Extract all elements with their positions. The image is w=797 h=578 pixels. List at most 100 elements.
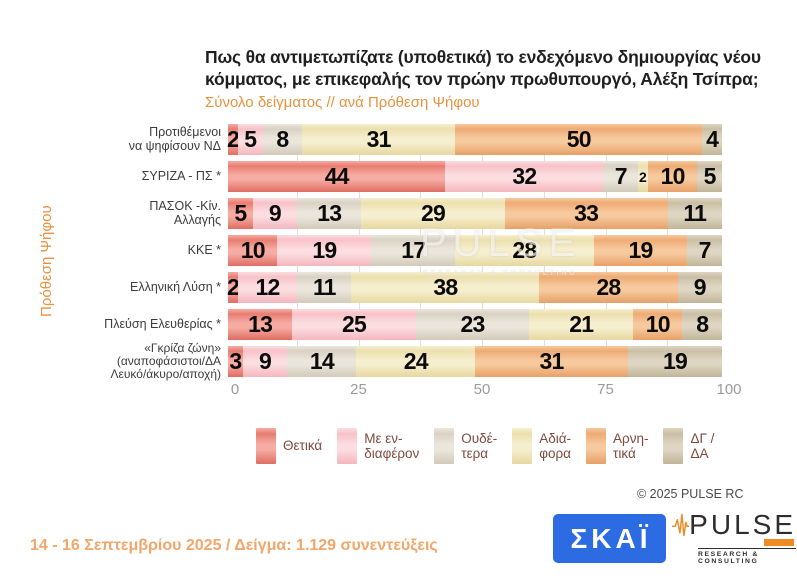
segment-value: 21 <box>569 311 594 337</box>
segment-value: 2 <box>639 168 647 185</box>
segment-value: 23 <box>460 311 486 337</box>
bar-segment-Αδιάφορα: 29 <box>361 198 505 229</box>
row-label: ΠΑΣΟΚ -Κίν. Αλλαγής <box>149 199 221 227</box>
legend-swatch <box>434 428 455 464</box>
pulse-logo-tagline: RESEARCH & CONSULTING <box>698 548 796 565</box>
pulse-logo: PULSE RESEARCH & CONSULTING <box>672 505 796 571</box>
segment-value: 28 <box>512 237 537 263</box>
bar-segment-ΔΓ / ΔΑ: 4 <box>702 124 722 155</box>
legend-label: ΔΓ / ΔΑ <box>690 430 715 461</box>
legend-item: Με εν- διαφέρον <box>337 428 419 464</box>
bar-segment-Με ενδιαφέρον: 32 <box>445 161 604 192</box>
bar-segment-ΔΓ / ΔΑ: 19 <box>628 346 722 377</box>
bar-segment-Θετικά: 13 <box>228 309 293 340</box>
row-label: «Γκρίζα ζώνη» (αναποφάσιστοι/ΔΑ Λευκό/άκ… <box>110 341 222 381</box>
bar-segment-Με ενδιαφέρον: 9 <box>252 198 298 229</box>
segment-value: 5 <box>703 163 717 189</box>
segment-value: 8 <box>276 126 289 152</box>
bar-segment-Αδιάφορα: 28 <box>455 235 594 266</box>
bar-track: 10 19 17 28 19 7 <box>228 235 722 266</box>
pulse-logo-text: PULSE <box>689 509 796 540</box>
segment-value: 33 <box>574 200 599 226</box>
bar-segment-Αρνητικά: 19 <box>593 235 688 266</box>
x-tick-label: 75 <box>597 381 614 398</box>
legend-label: Αδιά- φορα <box>539 430 572 461</box>
segment-value: 29 <box>420 200 446 226</box>
bar-segment-Αδιάφορα: 21 <box>529 309 634 340</box>
bar-segment-Ουδέτερα: 17 <box>371 235 456 266</box>
segment-value: 10 <box>645 311 671 337</box>
bar-segment-Αδιάφορα: 2 <box>638 161 648 192</box>
segment-value: 17 <box>401 237 426 263</box>
bar-track: 44 32 7 2 10 5 <box>228 161 722 192</box>
segment-value: 19 <box>628 237 653 263</box>
legend-label: Θετικά <box>283 438 323 454</box>
segment-value: 4 <box>706 126 719 152</box>
segment-value: 2 <box>226 274 240 300</box>
legend-item: Ουδέ- τερα <box>434 428 497 464</box>
bar-segment-Θετικά: 2 <box>226 124 240 155</box>
segment-value: 19 <box>312 237 337 263</box>
legend-swatch <box>586 428 607 464</box>
segment-value: 32 <box>512 163 537 189</box>
segment-value: 5 <box>234 200 247 226</box>
segment-value: 31 <box>366 126 392 152</box>
bar-segment-Αδιάφορα: 38 <box>351 272 540 303</box>
x-axis: 0 25 50 75 100 <box>231 381 742 403</box>
chart-subtitle: Σύνολο δείγματος // ανά Πρόθεση Ψήφου <box>205 94 480 111</box>
legend-swatch <box>337 428 358 464</box>
segment-value: 7 <box>614 163 628 189</box>
bar-segment-Αρνητικά: 28 <box>539 272 678 303</box>
segment-value: 9 <box>268 200 282 226</box>
bar-track: 5 9 13 29 33 11 <box>228 198 722 229</box>
bar-segment-ΔΓ / ΔΑ: 9 <box>677 272 722 303</box>
segment-value: 8 <box>696 311 709 337</box>
bar-segment-Αρνητικά: 10 <box>647 161 698 192</box>
bar-segment-Αρνητικά: 50 <box>455 124 703 155</box>
bar-segment-Θετικά: 2 <box>226 272 240 303</box>
bar-segment-Αδιάφορα: 24 <box>356 346 475 377</box>
segment-value: 10 <box>240 237 266 263</box>
bar-row: Πλεύση Ελευθερίας * 13 25 23 21 10 8 <box>0 309 729 340</box>
legend-label: Ουδέ- τερα <box>461 430 498 461</box>
bar-segment-ΔΓ / ΔΑ: 8 <box>682 309 722 340</box>
pulse-logo-badge <box>764 539 794 546</box>
bar-row: ΣΥΡΙΖΑ - ΠΣ * 44 32 7 2 10 5 <box>0 161 729 192</box>
bar-row: «Γκρίζα ζώνη» (αναποφάσιστοι/ΔΑ Λευκό/άκ… <box>0 342 729 380</box>
bar-segment-ΔΓ / ΔΑ: 7 <box>687 235 722 266</box>
segment-value: 9 <box>259 348 272 374</box>
bar-segment-Με ενδιαφέρον: 5 <box>237 124 263 155</box>
segment-value: 24 <box>403 348 429 374</box>
bar-track: 2 12 11 38 28 9 <box>226 272 722 303</box>
row-label: ΣΥΡΙΖΑ - ΠΣ * <box>141 168 221 183</box>
bar-row: ΚΚΕ * 10 19 17 28 19 7 <box>0 235 729 266</box>
segment-value: 13 <box>248 311 273 337</box>
bar-segment-Ουδέτερα: 23 <box>415 309 530 340</box>
segment-value: 3 <box>229 348 242 374</box>
bar-segment-Ουδέτερα: 14 <box>287 346 357 377</box>
skai-logo: ΣΚΑΪ <box>553 514 666 563</box>
bar-track: 2 5 8 31 50 4 <box>226 124 722 155</box>
bar-segment-Θετικά: 3 <box>228 346 243 377</box>
stacked-bar-chart: Πρόθεση Ψήφου Προτιθέμενοι να ψηφίσουν Ν… <box>0 121 797 421</box>
bar-segment-ΔΓ / ΔΑ: 5 <box>697 161 722 192</box>
segment-value: 5 <box>244 126 257 152</box>
segment-value: 13 <box>317 200 342 226</box>
segment-value: 50 <box>566 126 592 152</box>
x-tick-label: 50 <box>473 381 491 398</box>
bar-row: Ελληνική Λύση * 2 12 11 38 28 9 <box>0 272 729 303</box>
legend-label: Αρνη- τικά <box>613 430 649 461</box>
row-label: Προτιθέμενοι να ψηφίσουν ΝΔ <box>128 125 221 153</box>
segment-value: 44 <box>324 163 350 189</box>
legend-label: Με εν- διαφέρον <box>364 430 420 461</box>
bar-segment-Ουδέτερα: 13 <box>297 198 362 229</box>
segment-value: 31 <box>539 348 565 374</box>
segment-value: 11 <box>683 200 707 226</box>
bar-segment-ΔΓ / ΔΑ: 11 <box>667 198 722 229</box>
x-tick-label: 25 <box>350 381 367 398</box>
segment-value: 2 <box>226 126 240 152</box>
bar-row: ΠΑΣΟΚ -Κίν. Αλλαγής 5 9 13 29 33 11 <box>0 198 729 229</box>
bar-segment-Αρνητικά: 33 <box>504 198 668 229</box>
x-tick-label: 100 <box>716 381 742 398</box>
